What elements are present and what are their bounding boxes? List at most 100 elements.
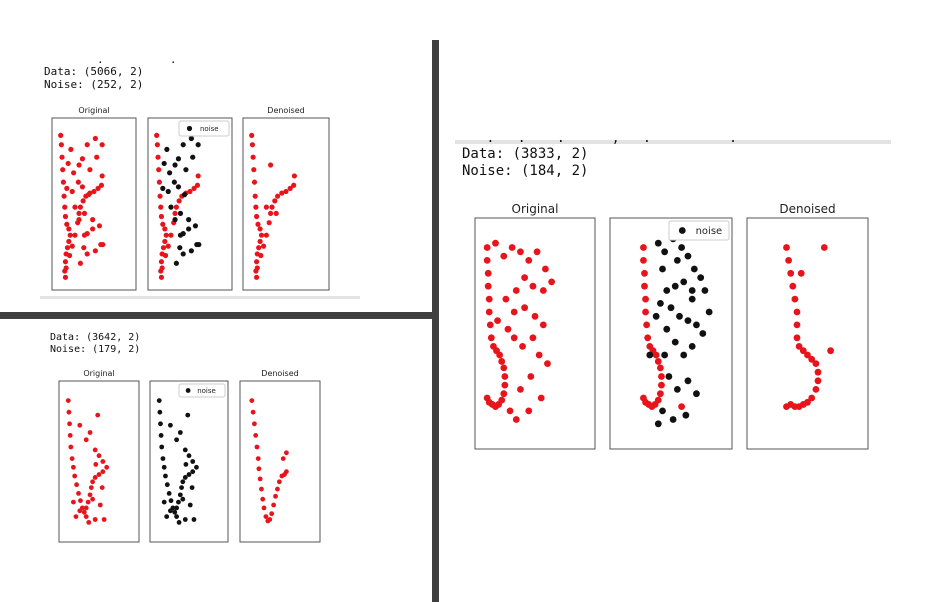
scatter-point [161,160,167,167]
scatter-point [279,190,285,196]
scatter-point [188,135,194,142]
scatter-point [693,390,700,398]
scatter-point [181,192,188,198]
scatter-point [827,347,834,355]
scatter-point [284,469,289,475]
scatter-point [256,245,262,251]
clipped-previous-output: . . . , . . [463,138,763,144]
scatter-point [78,498,83,504]
scatter-point [483,244,491,251]
scatter-point [154,142,160,148]
scatter-point [667,304,675,312]
scatter-point [250,154,256,160]
scatter-point [64,185,70,191]
series-points [640,244,685,410]
scatter-point [168,204,174,210]
scatter-point [73,514,79,519]
scatter-point [533,248,541,256]
scatter-point [98,182,105,188]
scatter-point [155,154,161,160]
scatter-point [671,338,679,346]
scatter-point [657,364,664,372]
scatter-point [84,251,90,257]
scatter-point [521,274,528,281]
scatter-point [500,364,508,372]
scatter-point [812,386,820,393]
scatter-point [257,476,263,482]
scatter-point [261,243,267,249]
axes-frame [147,117,233,291]
scatter-point [190,154,196,160]
scatter-point [535,351,543,359]
scatter-point [154,132,160,138]
scatter-point [191,185,197,191]
subplot-1: Original [474,202,596,450]
scatter-point [252,421,257,427]
scatter-point [62,204,68,210]
scatter-point [678,244,685,251]
axes-frame [58,380,140,543]
scatter-point [81,210,88,216]
scatter-point [174,437,180,443]
scatter-point [259,486,264,492]
scatter-point [484,282,492,290]
scatter-point [182,475,188,480]
legend-marker [678,227,686,234]
scatter-point [693,321,700,329]
scatter-point [673,386,681,393]
scatter-point [690,265,698,273]
scatter-point [77,204,83,210]
output-panel-right: . . . , . . Data: (3833, 2) Noise: (184,… [439,0,926,602]
scatter-point [91,188,97,195]
scatter-point [661,351,669,359]
scatter-point [276,479,282,485]
scatter-point [157,193,163,199]
scatter-point [508,244,516,251]
scatter-point [187,188,193,195]
scatter-point [177,245,183,251]
scatter-point [272,198,278,204]
scatter-point [165,188,171,195]
legend-box [668,220,730,241]
scatter-point [69,243,75,249]
scatter-point [161,499,167,505]
scatter-point [506,407,514,415]
scatter-point [251,179,258,185]
scatter-point [183,462,189,467]
scatter-point [500,390,508,398]
noise-shape-line: Noise: (252, 2) [44,78,144,91]
scatter-point [548,278,556,286]
scatter-point [95,412,101,418]
scatter-point [485,308,493,316]
scatter-point [484,269,492,277]
scatter-point [62,259,69,265]
scatter-point [177,492,183,498]
legend-label: noise [200,125,219,133]
subplot-2: noise [609,217,733,450]
scatter-point [501,381,509,389]
scatter-point [684,377,692,385]
subplot-2: noise [149,380,229,543]
scatter-point [512,416,520,423]
scatter-point [69,456,75,461]
scatter-point [642,308,649,316]
scatter-point [79,156,86,162]
scatter-point [167,170,173,176]
scatter-point [168,422,173,428]
legend-label: noise [197,387,216,395]
scatter-point [100,459,106,464]
scatter-point [249,142,255,148]
scatter-point [191,517,197,522]
scatter-point [66,238,72,245]
scatter-point [255,456,261,461]
scatter-point [795,343,803,350]
scatter-point [814,368,822,376]
scatter-point [64,221,70,227]
axes-frame [51,117,137,291]
scatter-point [280,456,286,461]
scatter-point [544,360,551,367]
scatter-point [519,343,526,350]
scatter-point [176,198,182,204]
scatter-point [90,217,96,223]
